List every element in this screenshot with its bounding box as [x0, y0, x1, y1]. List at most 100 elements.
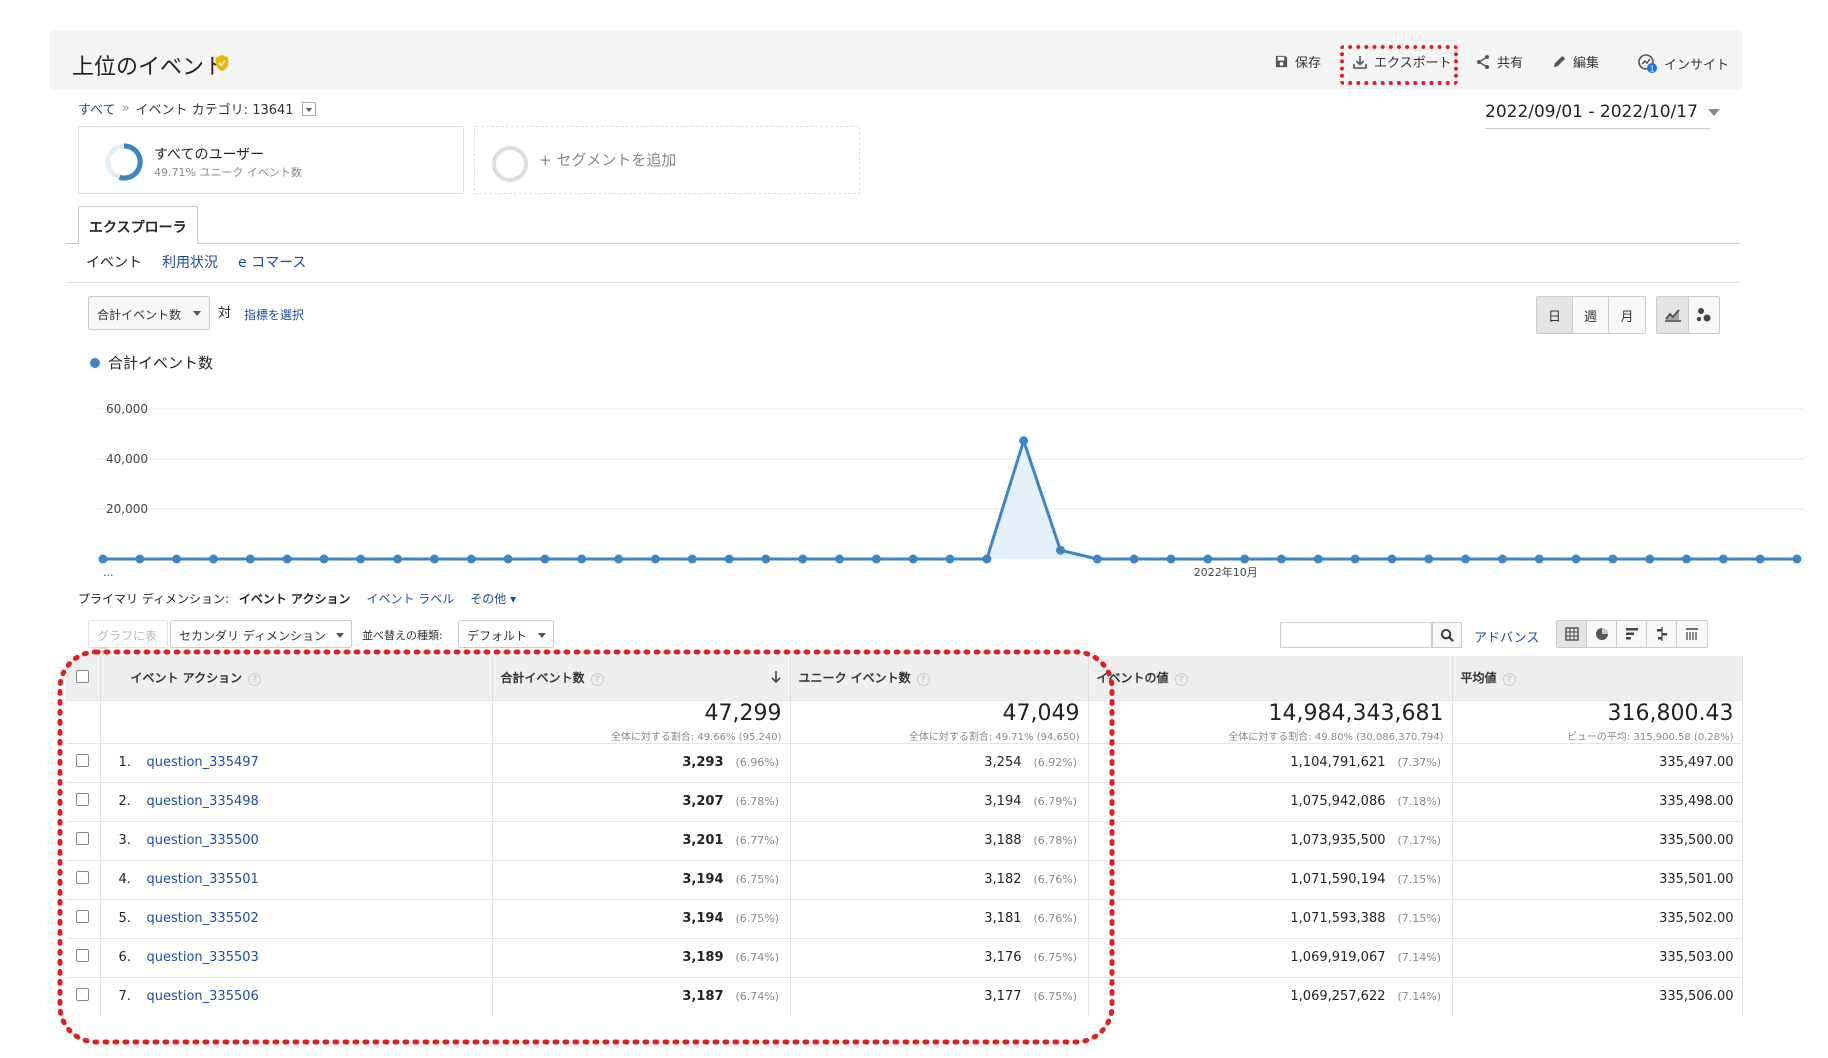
share-icon — [1477, 54, 1489, 69]
edit-button[interactable]: 編集 — [1552, 52, 1599, 71]
dimension-event-label-link[interactable]: イベント ラベル — [366, 592, 455, 606]
insight-button[interactable]: 1 インサイト — [1636, 52, 1729, 74]
event-action-link[interactable]: question_335503 — [146, 950, 259, 965]
row-checkbox[interactable] — [76, 910, 89, 923]
save-icon — [1275, 55, 1288, 68]
pivot-view-button[interactable] — [1677, 621, 1707, 647]
secondary-dimension-select[interactable]: セカンダリ ディメンション — [170, 620, 352, 648]
help-icon[interactable]: ? — [1502, 673, 1516, 687]
total-events-total: 47,299 全体に対する割合: 49.66% (95,240) — [492, 699, 791, 743]
header-event-value[interactable]: イベントの値? — [1088, 656, 1453, 700]
unique-events-pct: (6.79%) — [1033, 795, 1078, 808]
row-checkbox-cell — [66, 898, 101, 938]
select-all-checkbox[interactable] — [76, 669, 89, 683]
export-highlight-annotation — [1340, 45, 1458, 85]
comparison-view-button[interactable] — [1647, 621, 1677, 647]
breadcrumb-all-link[interactable]: すべて — [78, 103, 116, 118]
event-action-link[interactable]: question_335500 — [146, 833, 259, 848]
granularity-day-button[interactable]: 日 — [1537, 297, 1573, 333]
event-value-value: 1,069,919,067 — [1290, 950, 1386, 965]
row-checkbox[interactable] — [76, 793, 89, 806]
date-range-picker[interactable]: 2022/09/01 - 2022/10/17 — [1485, 102, 1720, 122]
total-events-cell: 3,187 (6.74%) — [492, 976, 791, 1016]
save-label: 保存 — [1295, 56, 1322, 71]
event-value-pct: (7.17%) — [1397, 834, 1442, 847]
row-checkbox[interactable] — [76, 832, 89, 845]
segment-all-users[interactable]: すべてのユーザー 49.71% ユニーク イベント数 — [78, 126, 464, 194]
average-value-value: 335,501.00 — [1659, 872, 1734, 887]
unique-events-cell: 3,188 (6.78%) — [790, 820, 1089, 860]
event-action-link[interactable]: question_335506 — [146, 989, 259, 1005]
table-view-button[interactable] — [1557, 621, 1587, 647]
header-average-value[interactable]: 平均値? — [1452, 656, 1743, 700]
performance-view-button[interactable] — [1617, 621, 1647, 647]
header-event-action[interactable]: イベント アクション? — [100, 656, 493, 700]
metric-select[interactable]: 合計イベント数 — [88, 296, 210, 330]
granularity-month-button[interactable]: 月 — [1620, 309, 1634, 325]
chart-legend: 合計イベント数 — [90, 352, 213, 373]
pie-view-button[interactable] — [1587, 621, 1617, 647]
motion-chart-button[interactable] — [1689, 297, 1719, 333]
empty-segment-icon — [492, 146, 528, 182]
event-action-link[interactable]: question_335497 — [146, 755, 259, 770]
average-value-value: 335,497.00 — [1659, 755, 1734, 770]
average-value-cell: 335,501.00 — [1452, 859, 1743, 899]
table-search-input[interactable] — [1280, 622, 1432, 648]
event-value-cell: 1,071,590,194 (7.15%) — [1088, 859, 1453, 899]
row-checkbox[interactable] — [76, 871, 89, 884]
segment-donut-icon — [105, 143, 143, 181]
edit-label: 編集 — [1573, 56, 1600, 71]
select-metric-link[interactable]: 指標を選択 — [244, 308, 305, 322]
help-icon[interactable]: ? — [590, 673, 604, 687]
help-icon[interactable]: ? — [248, 673, 262, 687]
event-action-link[interactable]: question_335502 — [146, 911, 259, 926]
total-events-total-detail: 全体に対する割合: 49.66% (95,240) — [610, 731, 782, 743]
data-point — [393, 554, 403, 564]
data-point — [1571, 554, 1581, 564]
help-icon[interactable]: ? — [916, 673, 930, 687]
event-value-cell: 1,073,935,500 (7.17%) — [1088, 820, 1453, 860]
event-action-link[interactable]: question_335498 — [146, 794, 259, 809]
row-checkbox[interactable] — [76, 754, 89, 767]
breadcrumb: すべて » イベント カテゴリ: 13641 — [78, 99, 316, 118]
category-dropdown[interactable] — [301, 101, 316, 116]
help-icon[interactable]: ? — [1174, 673, 1188, 687]
row-checkbox[interactable] — [76, 988, 89, 1002]
data-point — [908, 554, 918, 564]
row-checkbox-cell — [66, 976, 101, 1016]
row-checkbox[interactable] — [76, 949, 89, 962]
total-events-value: 3,293 — [682, 755, 724, 770]
export-button[interactable]: エクスポート — [1352, 52, 1452, 71]
tab-explorer[interactable]: エクスプローラ — [78, 206, 198, 244]
save-button[interactable]: 保存 — [1274, 52, 1321, 71]
chart-type-toggle — [1656, 296, 1720, 334]
event-value-pct: (7.14%) — [1397, 990, 1442, 1004]
data-point — [1092, 554, 1102, 564]
add-segment-button[interactable]: + セグメントを追加 — [474, 126, 860, 194]
x-tick-label: 2022年10月 — [1194, 565, 1258, 579]
sort-type-select[interactable]: デフォルト — [458, 620, 554, 648]
total-events-value: 3,194 — [682, 872, 724, 887]
unique-events-value: 3,177 — [984, 989, 1022, 1005]
subtab-ecommerce[interactable]: e コマース — [238, 255, 307, 271]
header-total-events[interactable]: 合計イベント数? — [492, 656, 791, 700]
unique-events-value: 3,194 — [984, 794, 1022, 809]
event-action-link[interactable]: question_335501 — [146, 872, 259, 887]
event-value-cell: 1,069,919,067 (7.14%) — [1088, 937, 1453, 977]
segment-name: すべてのユーザー — [154, 147, 265, 163]
event-value-value: 1,104,791,621 — [1290, 755, 1386, 770]
granularity-week-button[interactable]: 週 — [1573, 297, 1609, 333]
share-button[interactable]: 共有 — [1475, 52, 1523, 71]
line-chart-button[interactable] — [1657, 297, 1689, 333]
data-point — [1645, 554, 1655, 564]
breadcrumb-separator: » — [121, 101, 130, 116]
header-unique-events[interactable]: ユニーク イベント数? — [790, 656, 1089, 700]
advanced-filter-link[interactable]: アドバンス — [1474, 631, 1540, 646]
average-value-cell: 335,500.00 — [1452, 820, 1743, 860]
subtab-usage[interactable]: 利用状況 — [162, 255, 218, 271]
primary-dimension-active[interactable]: イベント アクション — [238, 592, 351, 606]
dimension-other-link[interactable]: その他 ▾ — [470, 592, 517, 606]
table-view-toggle — [1556, 620, 1708, 648]
subtab-events[interactable]: イベント — [86, 255, 142, 271]
search-button[interactable] — [1432, 622, 1462, 648]
